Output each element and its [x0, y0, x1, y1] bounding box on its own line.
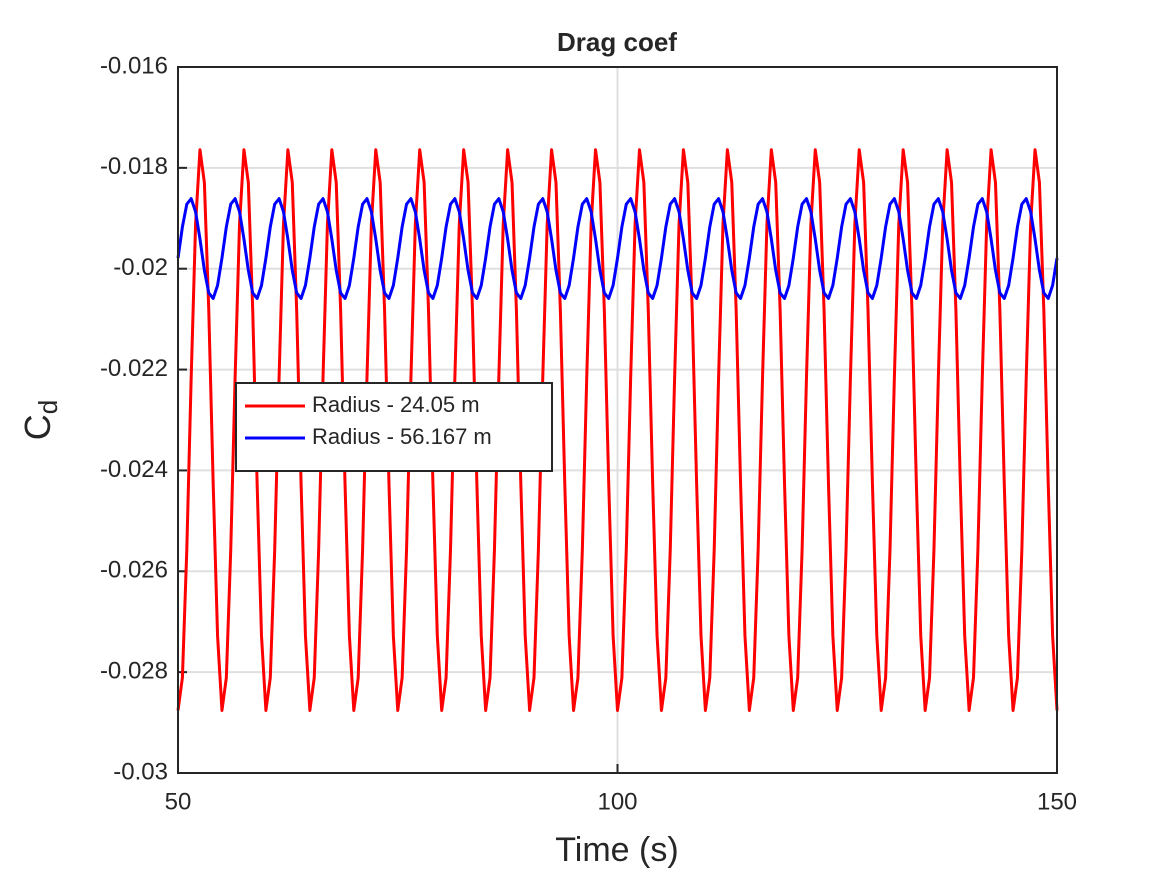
y-axis-label: Cd [17, 400, 63, 440]
y-tick-label: -0.018 [100, 153, 168, 180]
y-tick-label: -0.022 [100, 355, 168, 382]
x-tick-label: 150 [1037, 788, 1077, 815]
y-axis-label-group: Cd [17, 400, 63, 440]
series-line [176, 197, 1059, 300]
chart-title: Drag coef [557, 27, 677, 57]
series-line [176, 148, 1059, 712]
y-axis-label-subscript: d [33, 400, 63, 414]
legend-label: Radius - 24.05 m [312, 392, 480, 417]
y-tick-label: -0.024 [100, 456, 168, 483]
y-tick-label: -0.026 [100, 557, 168, 584]
y-tick-label: -0.02 [113, 254, 168, 281]
legend-box [235, 382, 553, 472]
x-tick-label: 50 [165, 788, 192, 815]
legend-label: Radius - 56.167 m [312, 424, 492, 449]
y-tick-label: -0.016 [100, 52, 168, 79]
x-tick-label: 100 [597, 788, 637, 815]
y-tick-label: -0.028 [100, 657, 168, 684]
axes-box [177, 66, 1058, 774]
y-axis-label-main: C [17, 414, 58, 440]
x-axis-label: Time (s) [555, 831, 678, 869]
y-tick-label: -0.03 [113, 758, 168, 785]
